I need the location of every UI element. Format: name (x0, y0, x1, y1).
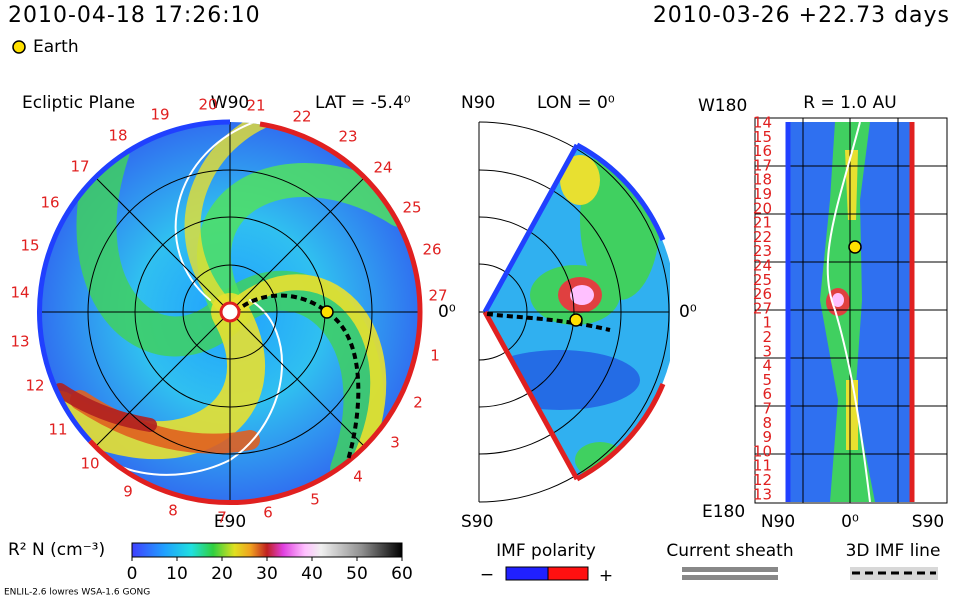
meridional-top: N90 (461, 93, 495, 113)
colorbar-label: R² N (cm⁻³) (8, 540, 105, 560)
imf-negative (505, 566, 549, 581)
rotation-label: 24 (753, 257, 772, 275)
rotation-label: 12 (753, 471, 772, 489)
footer: ENLIL-2.6 lowres WSA-1.6 GONG (4, 588, 150, 598)
rotation-label: 21 (246, 97, 265, 115)
rotation-label: 6 (263, 504, 273, 522)
sheath-swatch (682, 567, 778, 572)
earth-label: Earth (33, 37, 79, 57)
rotation-label: 7 (762, 400, 772, 418)
elapsed: 2010-03-26 +22.73 days (653, 3, 950, 28)
rotation-label: 20 (753, 199, 772, 217)
rotation-label: 13 (10, 333, 29, 351)
rotation-label: 4 (353, 468, 363, 486)
colorbar-tick-label: 50 (346, 564, 368, 584)
rotation-label: 6 (762, 385, 772, 403)
colorbar-tick-label: 10 (166, 564, 188, 584)
rotation-label: 7 (217, 509, 227, 527)
rotation-label: 9 (762, 428, 772, 446)
imf-plus: + (599, 566, 613, 586)
rotation-label: 9 (123, 483, 133, 501)
earth-marker (848, 240, 862, 254)
rotation-label: 18 (108, 127, 127, 145)
ecliptic-title: Ecliptic Plane (22, 93, 135, 113)
rotation-label: 16 (40, 194, 59, 212)
earth-marker (320, 305, 334, 319)
sheath-label: Current sheath (666, 541, 793, 561)
earth-icon (12, 40, 26, 54)
meridional-panel (478, 121, 670, 503)
rotation-label: 21 (753, 214, 772, 232)
rotation-label: 16 (753, 142, 772, 160)
ecliptic-bottom: E90 (214, 512, 246, 532)
rotation-label: 20 (198, 96, 217, 114)
rotation-label: 27 (428, 287, 447, 305)
rotation-label: 1 (430, 347, 440, 365)
rotation-label: 3 (762, 342, 772, 360)
imf-label: IMF polarity (496, 541, 596, 561)
rotation-label: 15 (20, 237, 39, 255)
rotation-label: 26 (422, 241, 441, 259)
radial-bottom: E180 (702, 502, 745, 522)
meridional-bottom: S90 (461, 512, 493, 532)
rotation-label: 2 (413, 394, 423, 412)
sheath-swatch (682, 575, 778, 580)
radial-x-mid: 0⁰ (841, 512, 859, 532)
rotation-label: 8 (762, 414, 772, 432)
rotation-label: 22 (292, 108, 311, 126)
rotation-label: 13 (753, 485, 772, 503)
colorbar-tick-label: 0 (127, 564, 138, 584)
rotation-label: 27 (753, 299, 772, 317)
rotation-label: 3 (390, 434, 400, 452)
ecliptic-panel (37, 119, 423, 506)
rotation-label: 5 (310, 491, 320, 509)
ecliptic-right: 0⁰ (438, 302, 456, 322)
imf-line-label: 3D IMF line (846, 541, 941, 561)
rotation-label: 18 (753, 171, 772, 189)
colorbar-tick-label: 30 (256, 564, 278, 584)
ecliptic-lat: LAT = -5.4⁰ (315, 93, 411, 113)
colorbar-tick-label: 40 (301, 564, 323, 584)
rotation-label: 11 (753, 457, 772, 475)
radial-panel (754, 117, 948, 504)
rotation-label: 19 (753, 185, 772, 203)
rotation-label: 24 (373, 159, 392, 177)
rotation-label: 17 (753, 156, 772, 174)
rotation-label: 19 (150, 106, 169, 124)
imf-minus: − (480, 565, 494, 585)
rotation-label: 25 (402, 199, 421, 217)
radial-top: W180 (698, 96, 747, 116)
radial-x-right: S90 (912, 512, 944, 532)
rotation-label: 4 (762, 357, 772, 375)
colorbar-tick-label: 20 (211, 564, 233, 584)
colorbar (131, 542, 403, 558)
rotation-label: 17 (70, 158, 89, 176)
rotation-label: 25 (753, 271, 772, 289)
meridional-lon: LON = 0⁰ (537, 93, 615, 113)
rotation-label: 5 (762, 371, 772, 389)
rotation-label: 1 (762, 314, 772, 332)
rotation-label: 14 (10, 284, 29, 302)
rotation-label: 14 (753, 114, 772, 132)
rotation-label: 10 (80, 455, 99, 473)
rotation-label: 11 (48, 421, 67, 439)
rotation-label: 22 (753, 228, 772, 246)
rotation-label: 15 (753, 128, 772, 146)
meridional-right: 0⁰ (679, 302, 697, 322)
imf-positive (547, 566, 589, 581)
ecliptic-top: W90 (211, 93, 249, 113)
rotation-label: 12 (25, 377, 44, 395)
earth-marker (569, 313, 583, 327)
datetime: 2010-04-18 17:26:10 (8, 3, 261, 28)
colorbar-tick-label: 60 (391, 564, 413, 584)
rotation-label: 23 (753, 242, 772, 260)
rotation-label: 26 (753, 285, 772, 303)
rotation-label: 2 (762, 328, 772, 346)
rotation-label: 8 (168, 502, 178, 520)
radial-r: R = 1.0 AU (803, 93, 896, 113)
radial-x-left: N90 (761, 512, 795, 532)
rotation-label: 23 (338, 128, 357, 146)
rotation-label: 10 (753, 442, 772, 460)
